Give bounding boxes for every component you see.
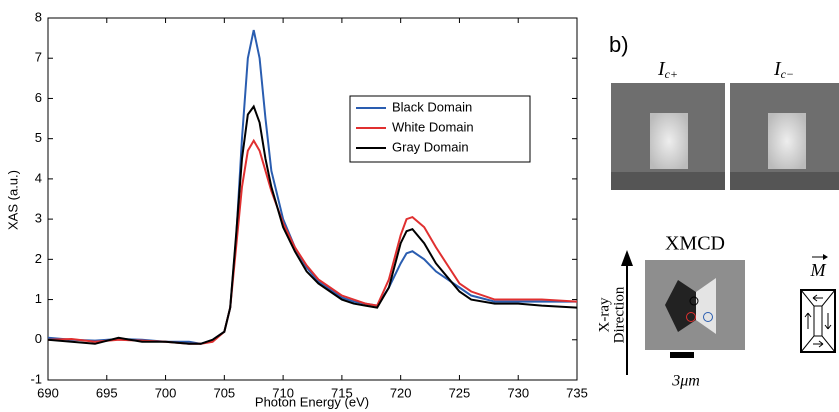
y-tick-label: 1 — [35, 291, 42, 306]
legend-label: Gray Domain — [392, 139, 469, 154]
marker — [689, 296, 699, 306]
legend-label: White Domain — [392, 119, 474, 134]
x-tick-label: 710 — [272, 385, 294, 400]
direction-label: Direction — [611, 286, 627, 343]
symbol: I — [773, 58, 782, 80]
y-tick-label: 8 — [35, 9, 42, 24]
y-tick-label: 2 — [35, 251, 42, 266]
image-feature — [650, 113, 688, 169]
m-label: M — [810, 260, 827, 280]
x-axis-title: Photon Energy (eV) — [255, 394, 369, 409]
xmcd-label: XMCD — [665, 233, 725, 255]
x-tick-label: 720 — [390, 385, 412, 400]
x-tick-label: 705 — [213, 385, 235, 400]
x-tick-label: 690 — [37, 385, 59, 400]
arrow-head — [621, 250, 633, 266]
vector-head — [823, 254, 828, 260]
domain-arrows — [804, 294, 832, 348]
x-tick-label: 695 — [96, 385, 118, 400]
subscript: c+ — [665, 67, 678, 81]
legend-label: Black Domain — [392, 99, 472, 114]
y-tick-label: 0 — [35, 331, 42, 346]
image-label: Ic+ — [657, 58, 678, 81]
y-tick-label: 7 — [35, 50, 42, 65]
subscript: c− — [781, 67, 794, 81]
y-tick-label: 6 — [35, 90, 42, 105]
marker — [686, 312, 696, 322]
y-tick-label: -1 — [30, 371, 42, 386]
line — [47, 104, 578, 345]
domain-box — [800, 289, 836, 353]
y-tick-label: 4 — [35, 170, 42, 185]
image-feature — [768, 113, 806, 169]
image-shadow — [730, 172, 839, 190]
y-axis-title: XAS (a.u.) — [5, 170, 20, 230]
dark-domain — [665, 280, 696, 332]
x-tick-label: 725 — [449, 385, 471, 400]
y-tick-label: 5 — [35, 130, 42, 145]
x-tick-label: 735 — [566, 385, 588, 400]
marker — [703, 312, 713, 322]
image-label: Ic− — [773, 58, 794, 81]
symbol: I — [657, 58, 666, 80]
panel-label: b) — [609, 32, 629, 57]
y-tick-label: 3 — [35, 211, 42, 226]
domain-walls — [800, 289, 836, 353]
x-tick-label: 700 — [155, 385, 177, 400]
x-tick-label: 715 — [331, 385, 353, 400]
plot-area — [47, 17, 578, 381]
x-tick-label: 730 — [507, 385, 529, 400]
scale-label: 3μm — [671, 373, 700, 390]
scale-bar — [670, 352, 694, 358]
direction-label: X-ray — [596, 297, 612, 332]
image-shadow — [611, 172, 725, 190]
